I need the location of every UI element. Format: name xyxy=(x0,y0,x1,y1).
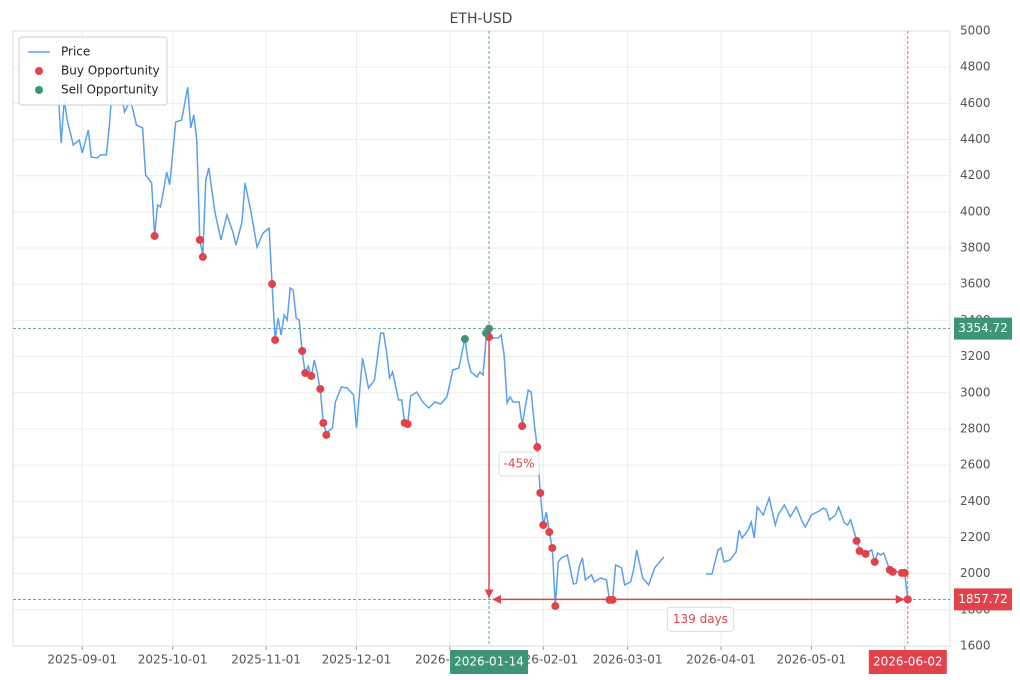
x-tick-label: 2025-09-01 xyxy=(47,653,117,667)
y-tick-label: 2600 xyxy=(960,458,991,472)
price-badge-label: 1857.72 xyxy=(958,592,1008,606)
x-tick-label: 2025-11-01 xyxy=(231,653,301,667)
signal-point xyxy=(150,231,159,240)
signal-point xyxy=(539,520,548,529)
y-tick-label: 3000 xyxy=(960,385,991,399)
date-badge-label: 2026-06-02 xyxy=(873,655,943,669)
y-tick-label: 4800 xyxy=(960,60,991,74)
y-tick-label: 2200 xyxy=(960,530,991,544)
legend-swatch xyxy=(35,86,43,94)
signal-point xyxy=(403,420,412,429)
y-tick-label: 2000 xyxy=(960,566,991,580)
y-tick-label: 3600 xyxy=(960,277,991,291)
duration-label-box xyxy=(666,606,734,632)
chart-title: ETH-USD xyxy=(450,11,513,27)
date-badge-label: 2026-01-14 xyxy=(454,655,524,669)
signal-point xyxy=(271,335,280,344)
signal-point xyxy=(460,335,469,344)
signal-point xyxy=(900,568,909,577)
signal-point xyxy=(319,418,328,427)
signal-point xyxy=(545,528,554,537)
signal-point xyxy=(316,384,325,393)
change-label: -45% xyxy=(504,456,535,470)
y-tick-label: 2800 xyxy=(960,421,991,435)
signal-point xyxy=(301,369,310,378)
signal-point xyxy=(518,422,527,431)
y-tick-label: 5000 xyxy=(960,24,991,38)
x-tick-label: 2026-04-01 xyxy=(686,653,756,667)
y-tick-label: 4000 xyxy=(960,204,991,218)
y-tick-label: 2400 xyxy=(960,494,991,508)
duration-label: 139 days xyxy=(673,612,728,626)
x-tick-label: 2026-05-01 xyxy=(777,653,847,667)
signal-point xyxy=(198,252,207,261)
y-tick-label: 1600 xyxy=(960,639,991,653)
signal-point xyxy=(298,346,307,355)
signal-point xyxy=(888,567,897,576)
y-tick-label: 3200 xyxy=(960,349,991,363)
y-tick-label: 4200 xyxy=(960,168,991,182)
price-badge-label: 3354.72 xyxy=(958,321,1008,335)
signal-point xyxy=(307,371,316,380)
date-badge xyxy=(868,650,947,674)
plot-frame xyxy=(12,30,951,647)
signal-point xyxy=(533,443,542,452)
price-badge xyxy=(954,588,1012,611)
signal-point xyxy=(870,557,879,566)
signal-point xyxy=(855,547,864,556)
signal-point xyxy=(536,488,545,497)
signal-point xyxy=(548,543,557,552)
x-tick-label: 2025-12-01 xyxy=(322,653,392,667)
y-tick-label: 4400 xyxy=(960,132,991,146)
signal-point xyxy=(903,595,912,604)
signal-point xyxy=(551,602,560,611)
legend-label: Sell Opportunity xyxy=(61,83,159,97)
signal-point xyxy=(268,280,277,289)
date-badge xyxy=(450,650,529,674)
price-badge xyxy=(954,317,1012,340)
y-tick-label: 4600 xyxy=(960,96,991,110)
signal-point xyxy=(195,235,204,244)
legend-label: Buy Opportunity xyxy=(61,64,160,78)
legend-label: Price xyxy=(61,45,90,59)
y-tick-label: 3800 xyxy=(960,241,991,255)
signal-point xyxy=(322,430,331,439)
x-tick-label: 2025-10-01 xyxy=(138,653,208,667)
signal-point xyxy=(861,549,870,558)
change-label-box xyxy=(498,451,540,477)
x-tick-label: 2026-03-01 xyxy=(593,653,663,667)
legend-swatch xyxy=(35,67,43,75)
signal-point xyxy=(852,536,861,545)
legend-box xyxy=(18,36,168,106)
